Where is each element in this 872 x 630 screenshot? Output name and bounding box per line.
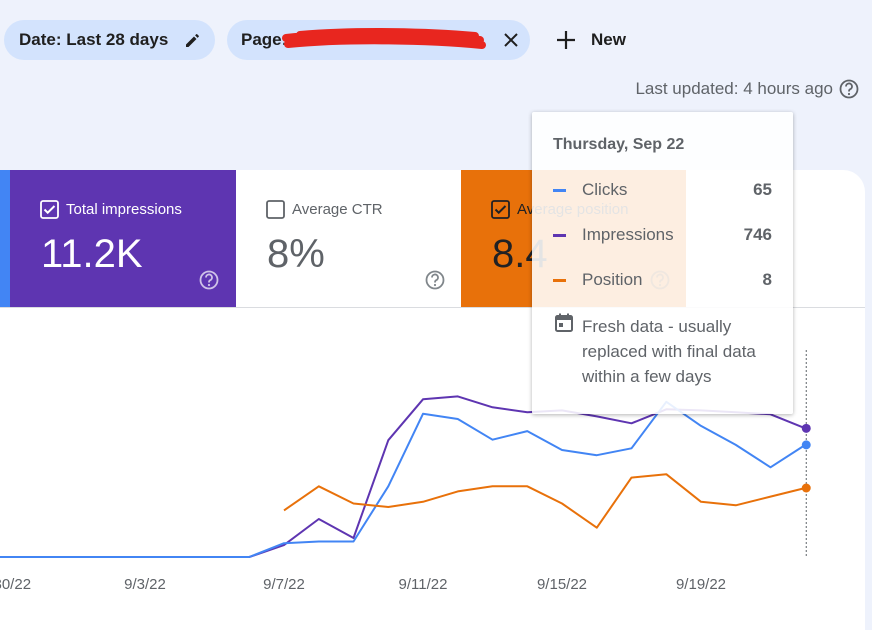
metric-value: 11.2K xyxy=(41,232,143,276)
redaction xyxy=(282,28,486,49)
tooltip-swatch xyxy=(553,279,566,282)
hover-dot xyxy=(801,483,811,493)
metric-card[interactable] xyxy=(10,170,236,307)
tooltip-value: 65 xyxy=(753,180,772,199)
help-icon[interactable] xyxy=(839,79,859,99)
page: 8/30/22 9/3/22 9/7/22 9/11/22 9/15/22 9/19/22… xyxy=(0,20,865,630)
help-icon[interactable] xyxy=(199,270,219,290)
tooltip-swatch xyxy=(553,234,566,237)
help-circle xyxy=(199,270,219,290)
cards-divider xyxy=(0,307,865,308)
tooltip-note: Fresh data - usually replaced with final… xyxy=(582,317,756,386)
help-dot xyxy=(433,283,437,287)
last-updated: Last updated: 4 hours ago xyxy=(635,79,833,98)
calendar-icon xyxy=(555,313,573,332)
checkbox-check xyxy=(494,205,507,215)
tooltip-value: 746 xyxy=(743,225,772,244)
series-line xyxy=(0,400,806,558)
page-filter-label: Page: xyxy=(241,30,288,49)
x-tick-label: 9/3/22 xyxy=(124,576,166,593)
tooltip: Thursday, Sep 22 Clicks 65 Impressions 746 P… xyxy=(532,112,793,414)
tooltip-name: Clicks xyxy=(582,180,628,199)
help-mark xyxy=(205,273,213,283)
help-mark xyxy=(845,82,853,92)
x-tick-label: 9/11/22 xyxy=(399,576,448,593)
help-dot xyxy=(847,92,851,96)
tooltip-date: Thursday, Sep 22 xyxy=(553,136,685,153)
tooltip-name: Impressions xyxy=(582,225,674,244)
clicks-card-edge[interactable] xyxy=(0,170,10,307)
tooltip-value: 8 xyxy=(762,270,772,289)
series-line xyxy=(0,395,806,558)
metric-checkbox[interactable] xyxy=(491,200,511,220)
help-circle xyxy=(425,270,445,290)
metric-checkbox[interactable] xyxy=(40,200,60,220)
performance-chart: 8/30/22 9/3/22 9/7/22 9/11/22 9/15/22 9/19/22 xyxy=(0,350,811,593)
date-filter-chip[interactable] xyxy=(4,20,215,60)
tooltip-name: Position xyxy=(582,270,643,289)
checkbox-box xyxy=(40,200,59,219)
metric-card[interactable] xyxy=(236,170,461,307)
hover-dot xyxy=(801,440,811,450)
edit-icon[interactable] xyxy=(184,31,202,49)
help-circle xyxy=(839,79,859,99)
series-line xyxy=(283,473,806,529)
x-tick-label: 9/7/22 xyxy=(263,576,305,593)
help-dot xyxy=(207,283,211,287)
checkbox-box xyxy=(266,200,285,219)
hover-dot xyxy=(801,423,811,433)
new-button[interactable]: New xyxy=(591,30,626,49)
tooltip-swatch xyxy=(553,189,566,192)
x-tick-label: 9/15/22 xyxy=(537,576,587,593)
remove-filter-icon[interactable] xyxy=(502,31,520,49)
metric-label: Total impressions xyxy=(66,201,182,218)
checkbox-check xyxy=(43,205,56,215)
help-icon[interactable] xyxy=(425,270,445,290)
help-mark xyxy=(431,273,439,283)
metric-label: Average CTR xyxy=(292,201,383,218)
checkbox-box xyxy=(491,200,510,219)
plus-icon[interactable] xyxy=(556,30,576,50)
x-tick-label: 9/19/22 xyxy=(676,576,726,593)
x-tick-label: 8/30/22 xyxy=(0,576,31,593)
metric-value: 8% xyxy=(267,232,325,276)
date-filter-label: Date: Last 28 days xyxy=(19,30,169,49)
metric-checkbox[interactable] xyxy=(266,200,286,220)
